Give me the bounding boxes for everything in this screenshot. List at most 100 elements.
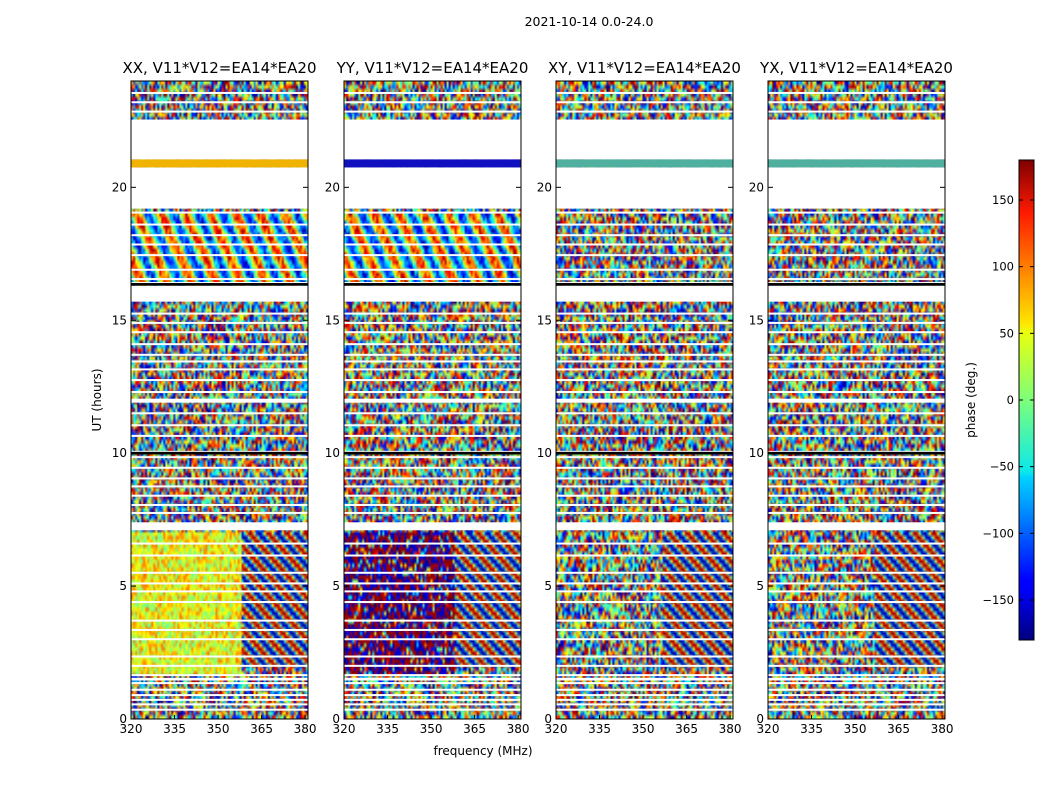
flagged-gap <box>344 285 521 302</box>
flagged-row <box>768 511 945 514</box>
data-band <box>768 451 945 455</box>
x-tick-label: 350 <box>632 722 655 736</box>
flagged-row <box>131 485 308 488</box>
flagged-row <box>556 110 733 113</box>
flagged-row <box>556 379 733 382</box>
flagged-row <box>556 674 733 677</box>
flagged-row <box>131 638 308 641</box>
flagged-row <box>131 368 308 371</box>
flagged-row <box>131 708 308 711</box>
flagged-row <box>768 655 945 658</box>
flagged-row <box>131 494 308 497</box>
flagged-row <box>556 664 733 667</box>
flagged-gap <box>768 522 945 531</box>
flagged-row <box>768 554 945 557</box>
colorbar-tick-label: 100 <box>992 260 1014 274</box>
flagged-row <box>344 655 521 658</box>
flagged-row <box>344 590 521 593</box>
flagged-row <box>344 703 521 706</box>
flagged-row <box>131 703 308 706</box>
x-tick-label: 350 <box>420 722 443 736</box>
flagged-row <box>556 694 733 697</box>
panel-title: YY, V11*V12=EA14*EA20 <box>336 59 529 77</box>
flagged-gap <box>344 167 521 209</box>
flagged-row <box>556 254 733 257</box>
x-tick-label: 335 <box>800 722 823 736</box>
colorbar-tick-label: −50 <box>990 460 1014 474</box>
flagged-row <box>131 379 308 382</box>
flagged-row <box>344 234 521 237</box>
flagged-row <box>556 391 733 394</box>
x-tick-label: 380 <box>507 722 530 736</box>
flagged-gap <box>768 398 945 403</box>
y-axis-label: UT (hours) <box>90 368 104 431</box>
flagged-row <box>131 243 308 246</box>
flagged-row <box>768 477 945 480</box>
flagged-row <box>768 466 945 469</box>
y-tick-label: 15 <box>325 313 340 327</box>
flagged-row <box>556 542 733 545</box>
flagged-row <box>556 682 733 685</box>
flagged-row <box>344 698 521 701</box>
x-tick-label: 335 <box>376 722 399 736</box>
colorbar-tick-label: −100 <box>982 526 1014 540</box>
flagged-row <box>556 456 733 459</box>
colorbar-tick-label: 150 <box>992 193 1014 207</box>
flagged-gap <box>344 398 521 403</box>
x-tick-label: 320 <box>757 722 780 736</box>
flagged-row <box>344 601 521 604</box>
flagged-row <box>344 360 521 363</box>
flagged-row <box>131 223 308 226</box>
data-band <box>344 159 521 168</box>
flagged-row <box>556 504 733 507</box>
flagged-row <box>556 466 733 469</box>
flagged-row <box>344 268 521 271</box>
flagged-row <box>556 703 733 706</box>
flagged-row <box>556 234 733 237</box>
x-tick-label: 380 <box>294 722 317 736</box>
x-tick-label: 320 <box>333 722 356 736</box>
flagged-row <box>131 590 308 593</box>
flagged-row <box>131 504 308 507</box>
x-tick-label: 380 <box>931 722 954 736</box>
flagged-row <box>131 434 308 437</box>
flagged-row <box>768 360 945 363</box>
x-tick-label: 335 <box>163 722 186 736</box>
flagged-gap <box>131 119 308 160</box>
flagged-gap <box>131 167 308 209</box>
flagged-row <box>556 638 733 641</box>
flagged-row <box>556 698 733 701</box>
flagged-row <box>344 504 521 507</box>
flagged-row <box>556 223 733 226</box>
flagged-row <box>556 571 733 574</box>
x-tick-label: 335 <box>588 722 611 736</box>
panel-title: YX, V11*V12=EA14*EA20 <box>759 59 953 77</box>
y-tick-label: 10 <box>537 446 552 460</box>
flagged-row <box>768 582 945 585</box>
flagged-row <box>344 494 521 497</box>
flagged-row <box>768 243 945 246</box>
flagged-row <box>131 601 308 604</box>
flagged-row <box>344 688 521 691</box>
data-band <box>344 283 521 286</box>
panel-xx: XX, V11*V12=EA14*EA20 320 335 350 365 380 0 5 10… <box>112 59 317 736</box>
flagged-row <box>344 664 521 667</box>
colorbar: phase (deg.) 150 100 50 0 −50 −100 −150 <box>964 159 1035 641</box>
flagged-row <box>556 477 733 480</box>
flagged-row <box>344 434 521 437</box>
flagged-row <box>768 343 945 346</box>
flagged-row <box>131 254 308 257</box>
flagged-row <box>556 590 733 593</box>
data-band <box>768 159 945 168</box>
flagged-row <box>556 582 733 585</box>
flagged-row <box>556 343 733 346</box>
flagged-row <box>556 101 733 104</box>
flagged-row <box>556 268 733 271</box>
flagged-row <box>131 477 308 480</box>
flagged-row <box>768 504 945 507</box>
flagged-row <box>131 110 308 113</box>
flagged-gap <box>556 167 733 209</box>
flagged-row <box>131 674 308 677</box>
flagged-row <box>768 664 945 667</box>
x-tick-label: 320 <box>545 722 568 736</box>
